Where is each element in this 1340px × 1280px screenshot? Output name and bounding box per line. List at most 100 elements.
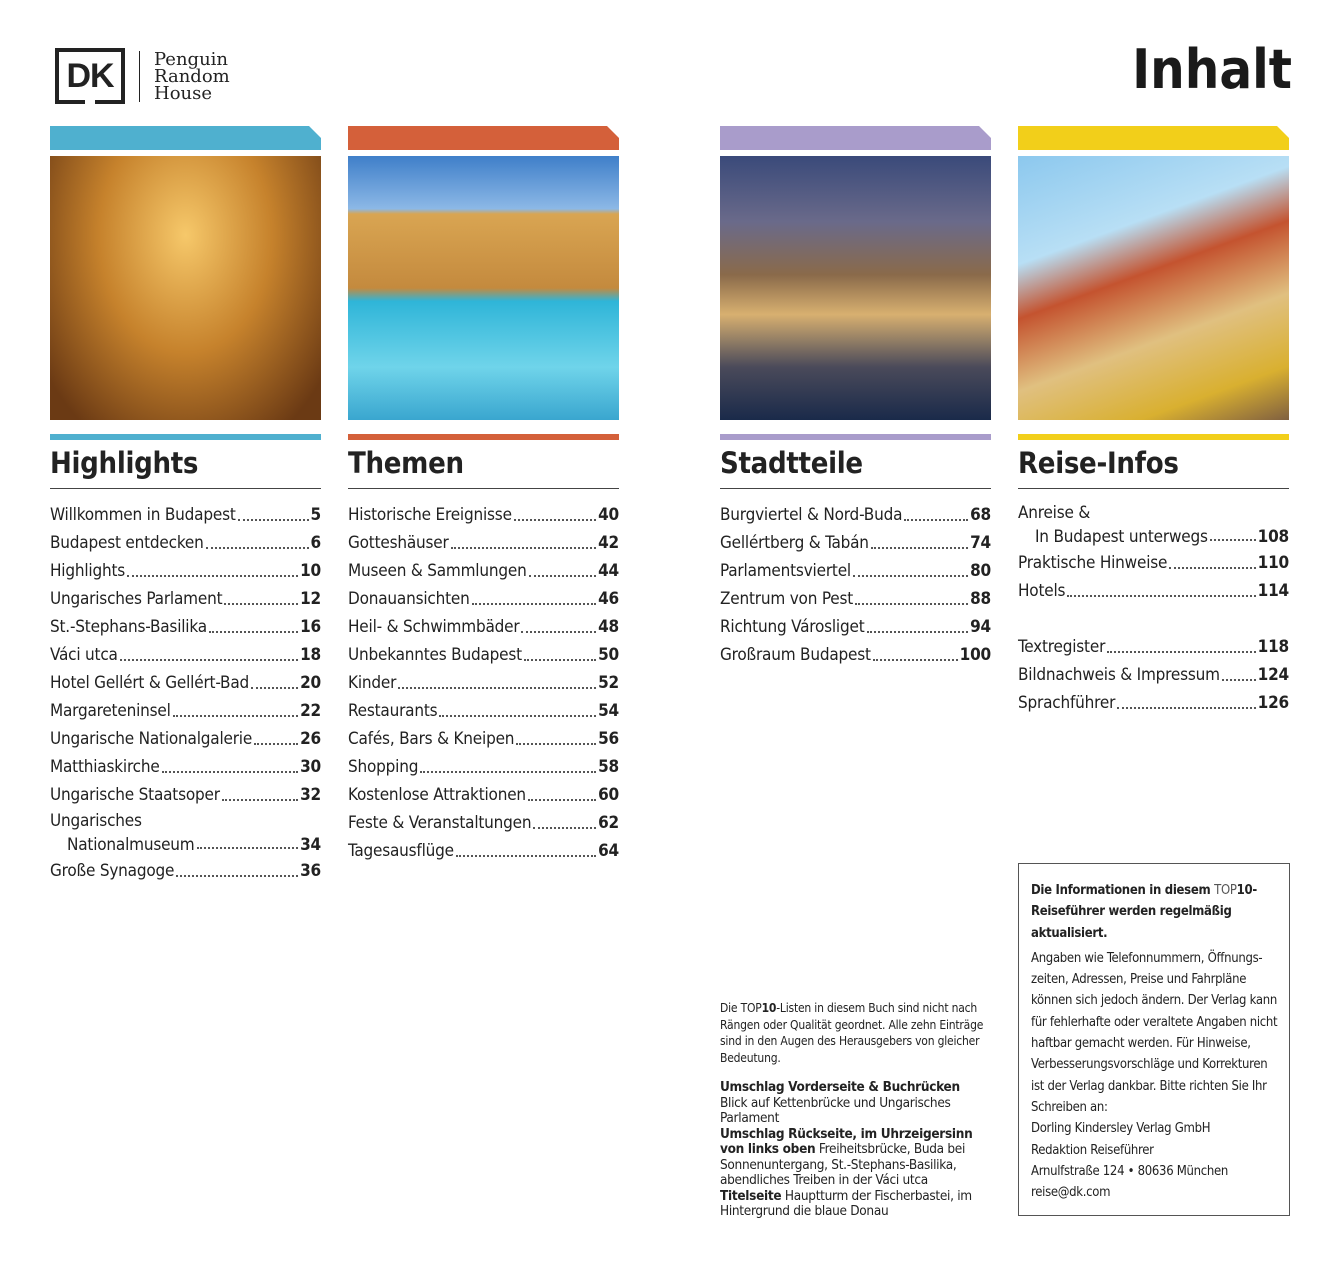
credit-item: Umschlag Vorderseite & Buchrücken Blick a… — [720, 1079, 960, 1126]
toc-entry[interactable]: Budapest entdecken 6 — [50, 529, 321, 557]
toc-entry[interactable]: Parlamentsviertel 80 — [720, 557, 991, 585]
page-number: 124 — [1257, 665, 1290, 685]
section-heading: Reise-Infos — [1018, 446, 1289, 489]
page-number: 48 — [598, 617, 619, 637]
page-number: 80 — [970, 561, 991, 581]
page-number: 58 — [598, 757, 619, 777]
email-link[interactable]: reise@dk.com — [1031, 1185, 1111, 1201]
section-heading: Highlights — [50, 446, 321, 489]
page-number: 94 — [970, 617, 991, 637]
section-photo — [1018, 156, 1289, 420]
cover-credits: Umschlag Vorderseite & Buchrücken Blick a… — [720, 1079, 990, 1220]
penguin-random-house-logo: Penguin Random House — [139, 50, 230, 102]
info-box-body: Angaben wie Telefonnummern, Öffnungs-zei… — [1031, 950, 1278, 1115]
page-number: 10 — [300, 561, 321, 581]
toc-entry[interactable]: Hotel Gellért & Gellért-Bad 20 — [50, 669, 321, 697]
page-number: 22 — [300, 701, 321, 721]
toc-entry[interactable]: Feste & Veranstaltungen 62 — [348, 809, 619, 837]
page-number: 100 — [959, 645, 992, 665]
toc-entry[interactable]: Highlights 10 — [50, 557, 321, 585]
page-number: 16 — [300, 617, 321, 637]
address-line: Arnulfstraße 124 • 80636 München — [1031, 1163, 1229, 1179]
page-number: 30 — [300, 757, 321, 777]
page-number: 34 — [300, 835, 321, 855]
toc-entry[interactable]: Textregister 118 — [1018, 633, 1289, 661]
toc-entry[interactable]: Sprachführer 126 — [1018, 689, 1289, 717]
toc-entry[interactable]: Hotels 114 — [1018, 577, 1289, 605]
toc-entry[interactable]: Heil- & Schwimmbäder 48 — [348, 613, 619, 641]
toc-entry[interactable]: Kinder 52 — [348, 669, 619, 697]
toc-entry[interactable]: Tagesausflüge 64 — [348, 837, 619, 865]
page-number: 26 — [300, 729, 321, 749]
info-box: Die Informationen in diesem TOP10-Reisef… — [1018, 863, 1290, 1216]
page-number: 50 — [598, 645, 619, 665]
toc-entry[interactable]: Anreise & In Budapest unterwegs 108 — [1018, 503, 1290, 547]
toc-entry[interactable]: St.-Stephans-Basilika 16 — [50, 613, 321, 641]
page-number: 118 — [1257, 637, 1290, 657]
toc-entry[interactable]: Zentrum von Pest 88 — [720, 585, 991, 613]
toc-entry[interactable]: Váci utca 18 — [50, 641, 321, 669]
credit-item: Titelseite Hauptturm der Fischerbastei, … — [720, 1187, 972, 1219]
page-number: 54 — [598, 701, 619, 721]
page-number: 18 — [300, 645, 321, 665]
page-number: 56 — [598, 729, 619, 749]
toc-entry[interactable]: Matthiaskirche 30 — [50, 753, 321, 781]
toc-entry[interactable]: Gotteshäuser 42 — [348, 529, 619, 557]
page-number: 36 — [300, 861, 321, 881]
toc-entry[interactable]: Ungarische Staatsoper 32 — [50, 781, 321, 809]
page-number: 46 — [598, 589, 619, 609]
section-heading: Stadtteile — [720, 446, 991, 489]
toc-entry[interactable]: Cafés, Bars & Kneipen 56 — [348, 725, 619, 753]
toc-entry[interactable]: Margareteninsel 22 — [50, 697, 321, 725]
section-highlights: Highlights Willkommen in Budapest 5 Budapes… — [50, 126, 321, 885]
toc-entry[interactable]: Burgviertel & Nord-Buda 68 — [720, 501, 991, 529]
color-bar — [50, 126, 321, 150]
toc-entry[interactable]: Ungarisches Parlament 12 — [50, 585, 321, 613]
page-title: Inhalt — [1132, 38, 1292, 101]
section-stadtteile: Stadtteile Burgviertel & Nord-Buda 68 Gellé… — [720, 126, 991, 669]
page-number: 114 — [1257, 581, 1290, 601]
page-number: 60 — [598, 785, 619, 805]
toc-entry[interactable]: Kostenlose Attraktionen 60 — [348, 781, 619, 809]
toc-entry[interactable]: Große Synagoge 36 — [50, 857, 321, 885]
toc-entry[interactable]: Restaurants 54 — [348, 697, 619, 725]
toc-entry[interactable]: Unbekanntes Budapest 50 — [348, 641, 619, 669]
toc-entry[interactable]: Richtung Városliget 94 — [720, 613, 991, 641]
credit-item: Umschlag Rückseite, im Uhrzeigersinn von… — [720, 1125, 973, 1188]
color-bar — [1018, 126, 1289, 150]
top10-note: Die TOP10-Listen in diesem Buch sind nic… — [720, 1001, 984, 1065]
page-number: 40 — [598, 505, 619, 525]
color-bar — [720, 126, 991, 150]
toc-entry[interactable]: Willkommen in Budapest 5 — [50, 501, 321, 529]
toc-entry[interactable]: Shopping 58 — [348, 753, 619, 781]
toc-entry[interactable]: Gellértberg & Tabán 74 — [720, 529, 991, 557]
toc-entry[interactable]: Ungarische Nationalgalerie 26 — [50, 725, 321, 753]
page-number: 20 — [300, 673, 321, 693]
page-number: 42 — [598, 533, 619, 553]
toc-entry[interactable]: Donauansichten 46 — [348, 585, 619, 613]
section-themen: Themen Historische Ereignisse 40 Gotteshäus… — [348, 126, 619, 865]
address-line: Redaktion Reiseführer — [1031, 1142, 1154, 1158]
dk-logo: DK — [55, 48, 125, 104]
section-photo — [348, 156, 619, 420]
page-number: 62 — [598, 813, 619, 833]
page-number: 64 — [598, 841, 619, 861]
toc-entry[interactable]: Ungarisches Nationalmuseum 34 — [50, 811, 321, 855]
toc-entry[interactable]: Bildnachweis & Impressum 124 — [1018, 661, 1289, 689]
color-bar — [348, 126, 619, 150]
page-number: 5 — [310, 505, 322, 525]
color-bar — [348, 434, 619, 440]
toc-entry[interactable]: Praktische Hinweise 110 — [1018, 549, 1289, 577]
page-number: 12 — [300, 589, 321, 609]
page-number: 52 — [598, 673, 619, 693]
page-number: 108 — [1257, 527, 1290, 547]
section-photo — [720, 156, 991, 420]
toc-entry[interactable]: Historische Ereignisse 40 — [348, 501, 619, 529]
page-number: 110 — [1257, 553, 1290, 573]
toc-entry[interactable]: Museen & Sammlungen 44 — [348, 557, 619, 585]
page-number: 68 — [970, 505, 991, 525]
toc-entry[interactable]: Großraum Budapest 100 — [720, 641, 991, 669]
page-number: 126 — [1257, 693, 1290, 713]
color-bar — [720, 434, 991, 440]
page-number: 74 — [970, 533, 991, 553]
